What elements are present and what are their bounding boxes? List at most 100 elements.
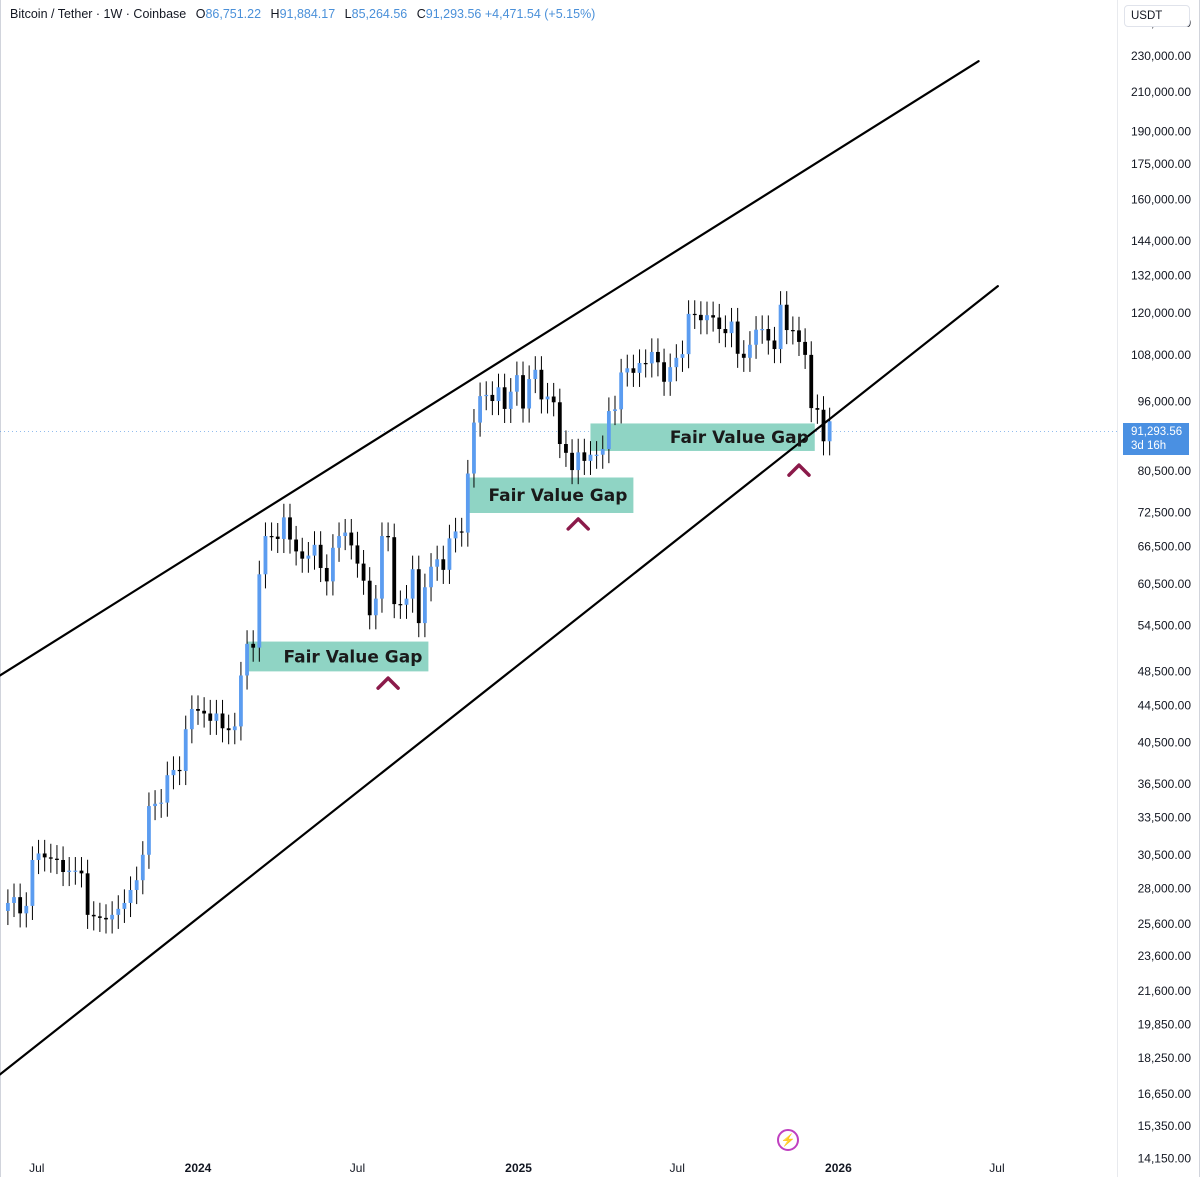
candle	[662, 348, 666, 396]
price-axis-label: 120,000.00	[1131, 306, 1191, 320]
candle	[705, 301, 709, 335]
candle	[680, 340, 685, 372]
price-axis-label: 108,000.00	[1131, 348, 1191, 362]
time-axis-label: Jul	[350, 1161, 365, 1175]
close-label: C	[416, 7, 426, 21]
candle	[294, 525, 299, 566]
candle	[478, 382, 482, 437]
time-axis-label: 2025	[505, 1161, 532, 1175]
lightning-icon[interactable]: ⚡	[777, 1129, 799, 1151]
candle	[441, 545, 446, 584]
candle	[576, 438, 581, 485]
candle-body	[735, 321, 740, 354]
candle	[686, 300, 691, 369]
ohlc-legend: Bitcoin / Tether · 1W · Coinbase O86,751…	[10, 7, 595, 21]
channel-line-lower[interactable]	[0, 285, 999, 1076]
channel-line-upper[interactable]	[0, 60, 980, 677]
candle-body	[110, 914, 115, 920]
candle	[692, 300, 697, 329]
candle-body	[306, 555, 311, 559]
candle	[564, 430, 568, 467]
candle-body	[373, 598, 378, 616]
candle	[386, 522, 391, 552]
currency-selector[interactable]: USDT	[1124, 5, 1190, 27]
candle-body	[24, 905, 29, 914]
candle	[36, 839, 41, 875]
candle-body	[226, 728, 231, 731]
price-axis-label: 80,500.00	[1138, 464, 1192, 478]
candle-body	[429, 566, 433, 588]
candle-body	[67, 870, 72, 872]
candle-body	[361, 563, 366, 581]
candle	[496, 373, 501, 416]
candle	[429, 553, 433, 602]
price-axis[interactable]: 250,000.00230,000.00210,000.00190,000.00…	[1131, 16, 1191, 1165]
candle-body	[600, 449, 605, 455]
price-axis-label: 132,000.00	[1131, 269, 1191, 283]
candle-body	[680, 354, 685, 358]
fair-value-gap-label: Fair Value Gap	[489, 486, 628, 506]
candle-body	[116, 908, 121, 915]
bar-countdown: 3d 16h	[1131, 440, 1167, 452]
candle	[600, 435, 605, 469]
candle-body	[404, 598, 409, 605]
candle	[306, 542, 311, 573]
candle-body	[214, 713, 219, 721]
time-axis[interactable]: Jul 2024 Jul 2025 Jul 2026 Jul	[29, 1161, 1005, 1175]
candle-body	[140, 854, 145, 881]
fair-value-gap-zone	[590, 423, 815, 451]
candle	[398, 590, 403, 619]
candle	[735, 307, 740, 368]
candle	[263, 522, 268, 589]
symbol-label[interactable]: Bitcoin / Tether · 1W · Coinbase	[10, 7, 187, 21]
candle-body	[459, 531, 464, 533]
candle-body	[760, 329, 765, 331]
candle	[165, 761, 170, 817]
candle-body	[809, 354, 814, 409]
candle-body	[668, 367, 673, 382]
candle	[557, 388, 562, 459]
candle	[269, 522, 274, 551]
candle-body	[73, 870, 78, 872]
candle-body	[269, 536, 274, 538]
open-value: 86,751.22	[205, 7, 262, 21]
candle	[766, 315, 771, 355]
candle-body	[239, 675, 243, 727]
candle-body	[717, 317, 722, 330]
candle	[147, 792, 151, 869]
candle	[643, 349, 648, 378]
candle-body	[797, 330, 801, 342]
candle-body	[637, 363, 642, 373]
candle	[631, 354, 636, 387]
low-label: L	[344, 7, 352, 21]
candle-body	[539, 369, 544, 400]
candle-body	[257, 574, 262, 648]
candle-body	[551, 396, 556, 403]
candle-body	[312, 544, 317, 556]
candle-body	[422, 587, 427, 624]
candle	[343, 518, 348, 551]
candle	[373, 585, 378, 630]
candle	[809, 341, 814, 423]
candle	[349, 518, 354, 560]
candle-body	[79, 870, 84, 874]
candle	[48, 843, 53, 873]
caret-up-icon	[376, 676, 400, 690]
candle	[711, 301, 716, 332]
low-value: 85,264.56	[351, 7, 408, 21]
candle	[674, 344, 679, 382]
price-axis-label: 230,000.00	[1131, 49, 1191, 63]
candle-body	[674, 357, 679, 368]
price-axis-label: 48,500.00	[1138, 664, 1192, 678]
candle-body	[294, 539, 299, 552]
candle	[55, 845, 59, 875]
candle-body	[5, 902, 10, 911]
time-axis-label: Jul	[670, 1161, 685, 1175]
candle	[61, 846, 65, 887]
price-axis-label: 144,000.00	[1131, 234, 1191, 248]
candle-body	[613, 409, 617, 412]
price-axis-label: 15,350.00	[1138, 1119, 1192, 1133]
candle	[104, 904, 108, 934]
candle	[214, 699, 219, 735]
